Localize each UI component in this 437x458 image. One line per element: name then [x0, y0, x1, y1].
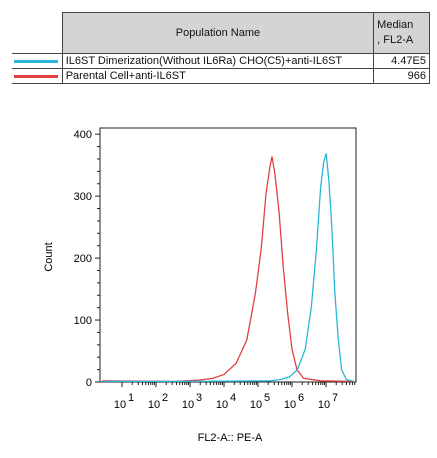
y-tick-label: 300	[74, 191, 92, 203]
legend-header-row: Population Name Median , FL2-A	[12, 12, 430, 54]
x-tick-label: 10	[114, 399, 126, 411]
legend-row-name: IL6ST Dimerization(Without IL6Ra) CHO(C5…	[61, 53, 375, 69]
legend-row-name: Parental Cell+anti-IL6ST	[61, 68, 375, 84]
legend-swatch-cell	[12, 53, 63, 69]
x-tick-exponent: 7	[332, 392, 338, 404]
legend-header-blank	[12, 12, 63, 54]
x-axis-label: FL2-A:: PE-A	[198, 432, 263, 444]
legend-swatch-blue	[14, 59, 58, 63]
x-tick-exponent: 4	[230, 392, 236, 404]
legend-row: Parental Cell+anti-IL6ST 966	[12, 68, 430, 84]
x-tick-exponent: 5	[264, 392, 270, 404]
y-axis-label: Count	[43, 242, 55, 271]
plot-border	[99, 127, 357, 383]
x-tick-label: 10	[182, 399, 194, 411]
series-blue-line	[102, 153, 355, 383]
median-header: Median , FL2-A	[373, 12, 430, 54]
x-tick-exponent: 6	[298, 392, 304, 404]
legend-table: Population Name Median , FL2-A IL6ST Dim…	[12, 12, 430, 84]
x-tick-label: 10	[216, 399, 228, 411]
y-tick-label: 200	[74, 253, 92, 265]
x-tick-exponent: 2	[162, 392, 168, 404]
histogram-series	[101, 153, 355, 383]
population-name-header: Population Name	[61, 12, 375, 54]
y-tick-label: 100	[74, 315, 92, 327]
legend-swatch-red	[14, 74, 58, 78]
x-tick-label: 10	[284, 399, 296, 411]
x-tick-exponent: 1	[128, 392, 134, 404]
x-tick-label: 10	[250, 399, 262, 411]
median-header-line2: , FL2-A	[377, 34, 414, 46]
x-tick-exponent: 3	[196, 392, 202, 404]
legend-swatch-cell	[12, 68, 63, 84]
y-tick-label: 0	[86, 377, 92, 389]
x-tick-label: 10	[318, 399, 330, 411]
legend-row-median: 4.47E5	[373, 53, 430, 69]
y-axis-ticks: 0 100 200 300 400	[74, 129, 100, 389]
series-red-line	[101, 156, 355, 383]
legend-row-median: 966	[373, 68, 430, 84]
x-tick-label: 10	[148, 399, 160, 411]
plot-frame	[99, 127, 357, 383]
y-tick-label: 400	[74, 129, 92, 141]
legend-row: IL6ST Dimerization(Without IL6Ra) CHO(C5…	[12, 53, 430, 69]
median-header-line1: Median	[377, 19, 414, 31]
